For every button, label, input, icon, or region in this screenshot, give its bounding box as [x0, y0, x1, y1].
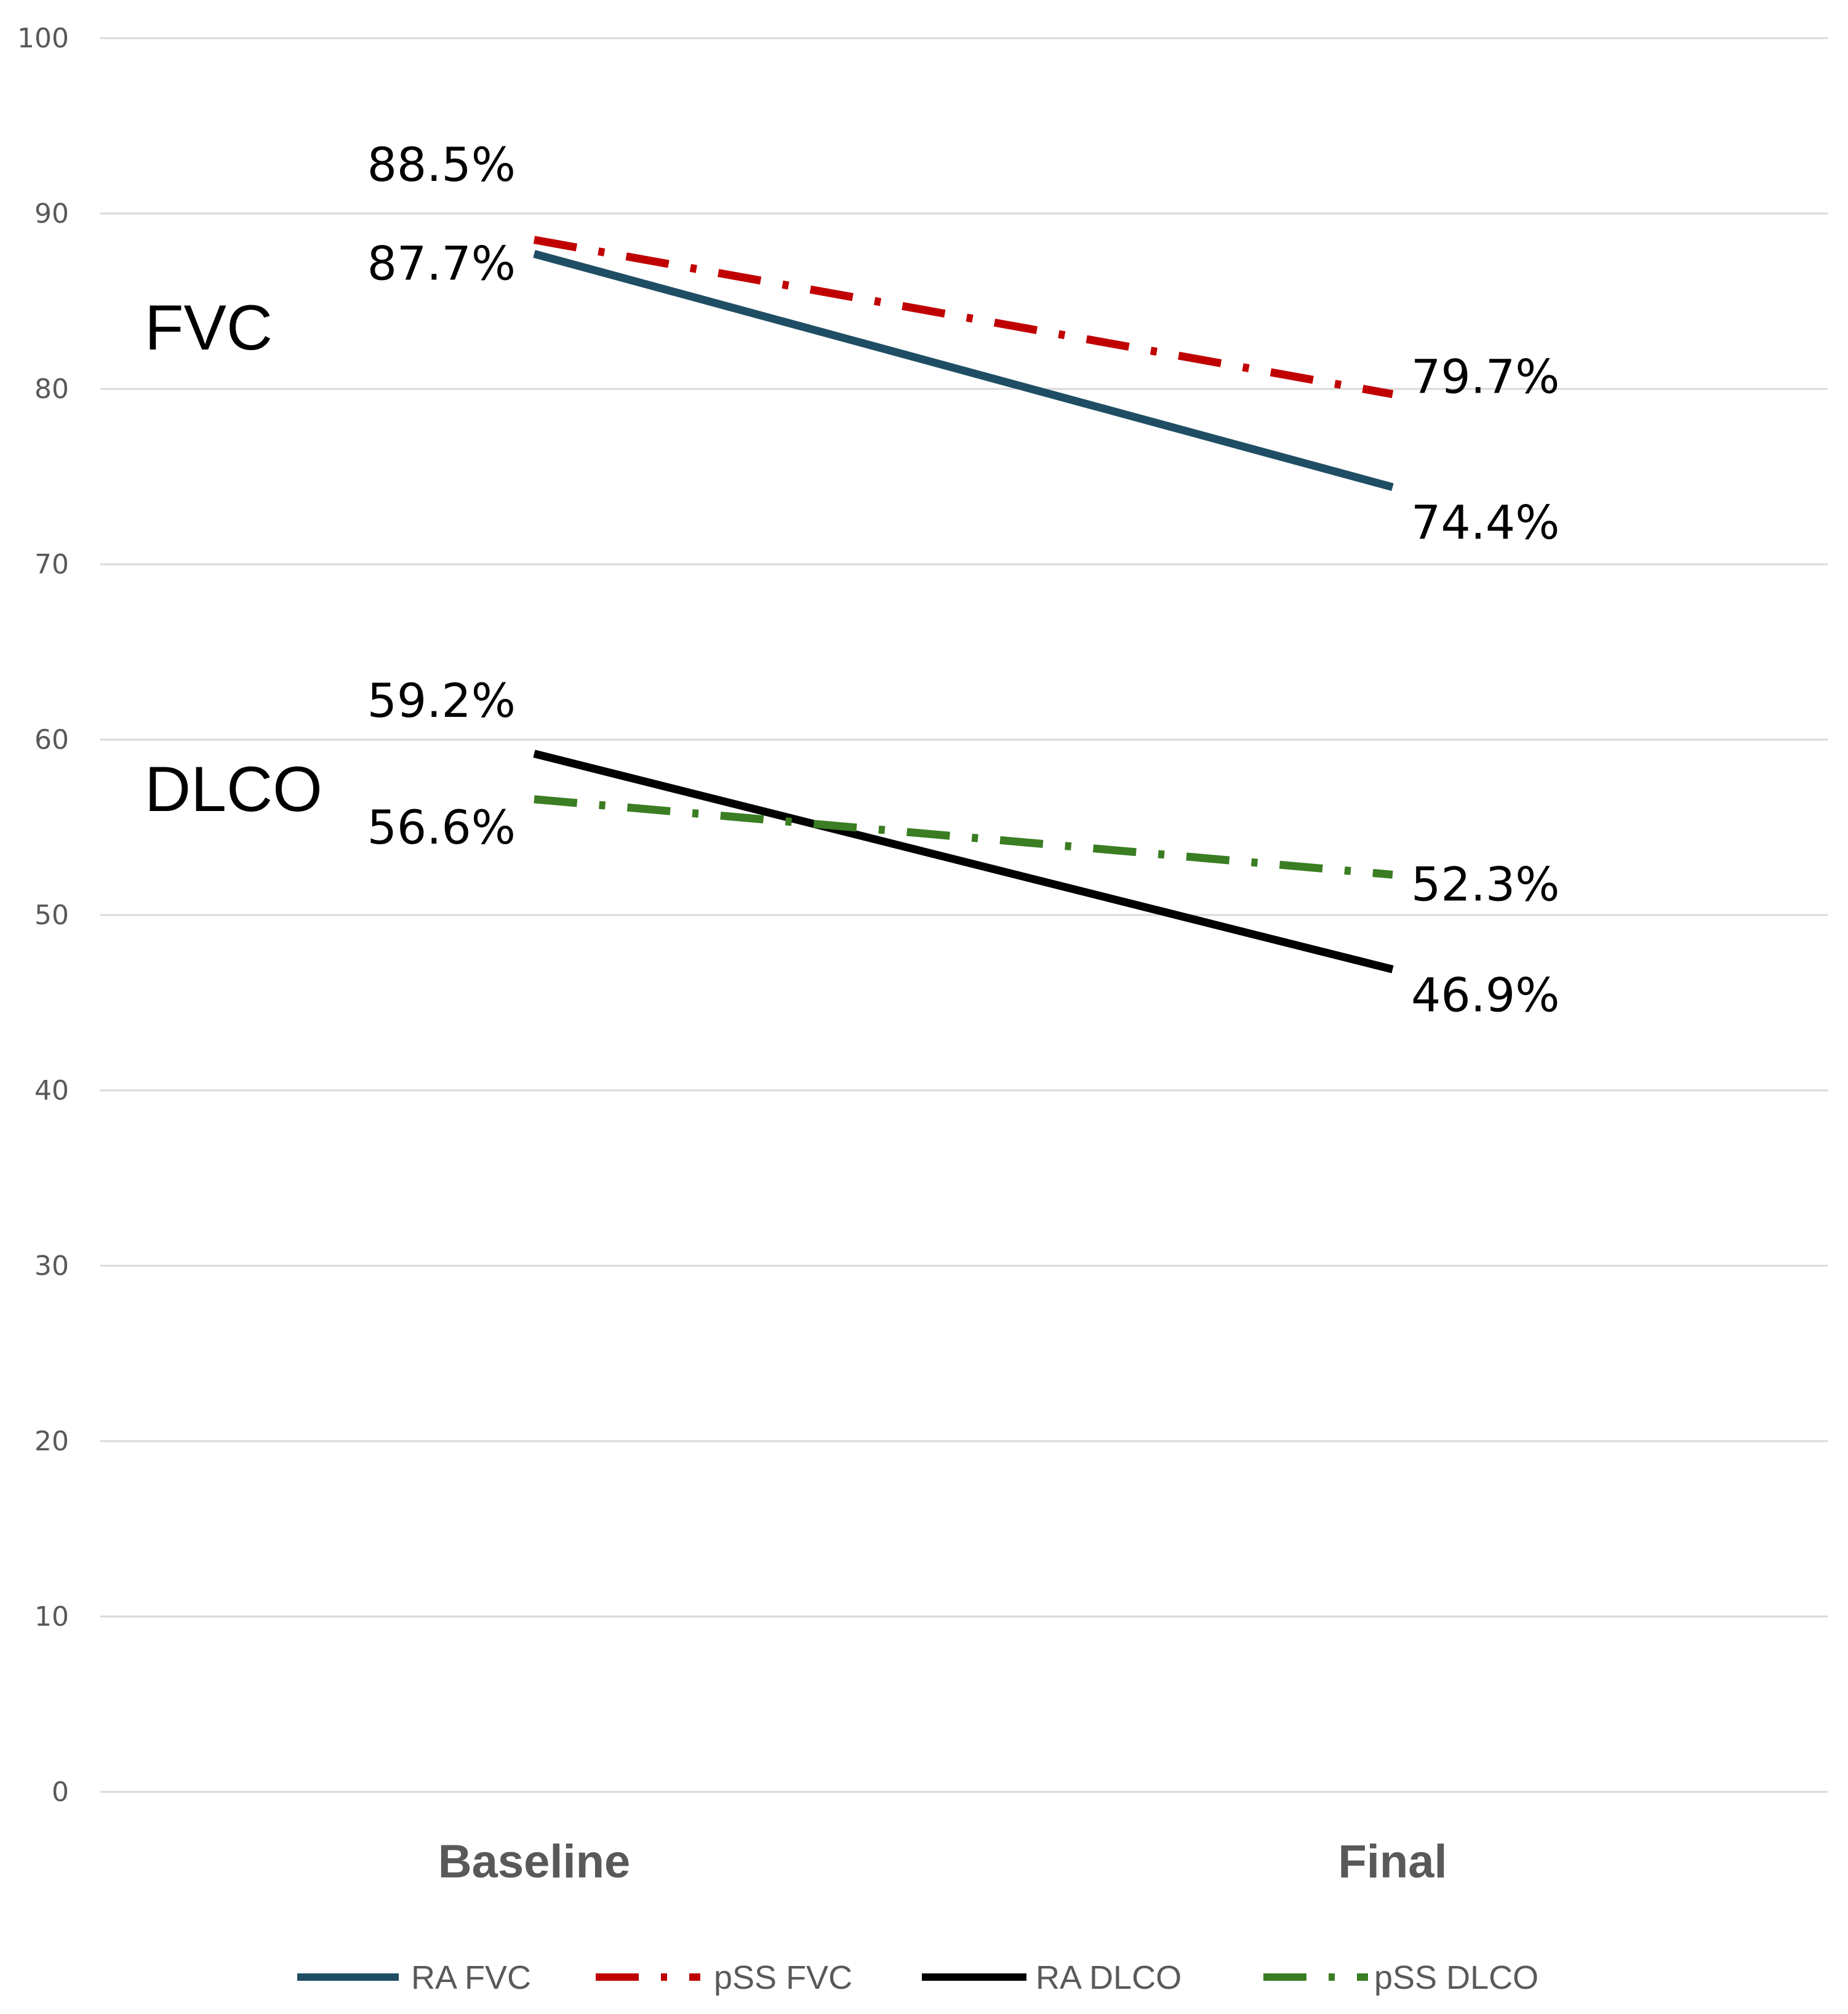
y-tick-label-30: 30 — [34, 1250, 69, 1282]
dlco-group-label: DLCO — [145, 754, 322, 825]
data-label-ra-dlco-baseline: 59.2% — [367, 673, 516, 728]
y-tick-label-90: 90 — [34, 198, 69, 230]
y-tick-label-10: 10 — [34, 1601, 69, 1632]
data-label-ra-dlco-final: 46.9% — [1411, 967, 1559, 1022]
y-axis-tick-labels: 0 10 20 30 40 50 60 70 80 90 100 — [17, 23, 69, 1808]
x-category-label-final: Final — [1338, 1836, 1447, 1888]
data-label-ra-fvc-baseline: 87.7% — [367, 236, 516, 291]
y-tick-label-0: 0 — [52, 1776, 69, 1808]
y-tick-label-50: 50 — [34, 900, 69, 931]
legend-label-pss-dlco: pSS DLCO — [1374, 1959, 1538, 1996]
data-label-pss-dlco-baseline: 56.6% — [367, 800, 516, 855]
data-labels: 87.7% 74.4% 88.5% 79.7% 59.2% 46.9% 56.6% 52.3% — [367, 137, 1560, 1023]
legend-label-ra-dlco: RA DLCO — [1036, 1959, 1182, 1996]
y-tick-label-70: 70 — [34, 549, 69, 580]
y-tick-label-20: 20 — [34, 1426, 69, 1457]
series-line-ra-dlco — [533, 749, 1394, 973]
y-tick-label-80: 80 — [34, 374, 69, 405]
x-category-label-baseline: Baseline — [438, 1836, 631, 1888]
y-tick-label-60: 60 — [34, 724, 69, 756]
legend-label-ra-fvc: RA FVC — [411, 1959, 531, 1996]
data-label-pss-fvc-final: 79.7% — [1411, 350, 1559, 404]
legend-label-pss-fvc: pSS FVC — [714, 1959, 852, 1996]
series-lines — [533, 236, 1394, 973]
data-label-pss-fvc-baseline: 88.5% — [367, 137, 516, 192]
gridlines — [100, 37, 1828, 1793]
data-label-ra-fvc-final: 74.4% — [1411, 495, 1559, 550]
legend: RA FVC pSS FVC RA DLCO pSS DLCO — [297, 1959, 1538, 1996]
fvc-group-label: FVC — [145, 292, 273, 364]
y-tick-label-100: 100 — [17, 23, 69, 54]
y-tick-label-40: 40 — [34, 1075, 69, 1106]
data-label-pss-dlco-final: 52.3% — [1411, 857, 1559, 911]
series-line-ra-fvc — [533, 250, 1394, 491]
